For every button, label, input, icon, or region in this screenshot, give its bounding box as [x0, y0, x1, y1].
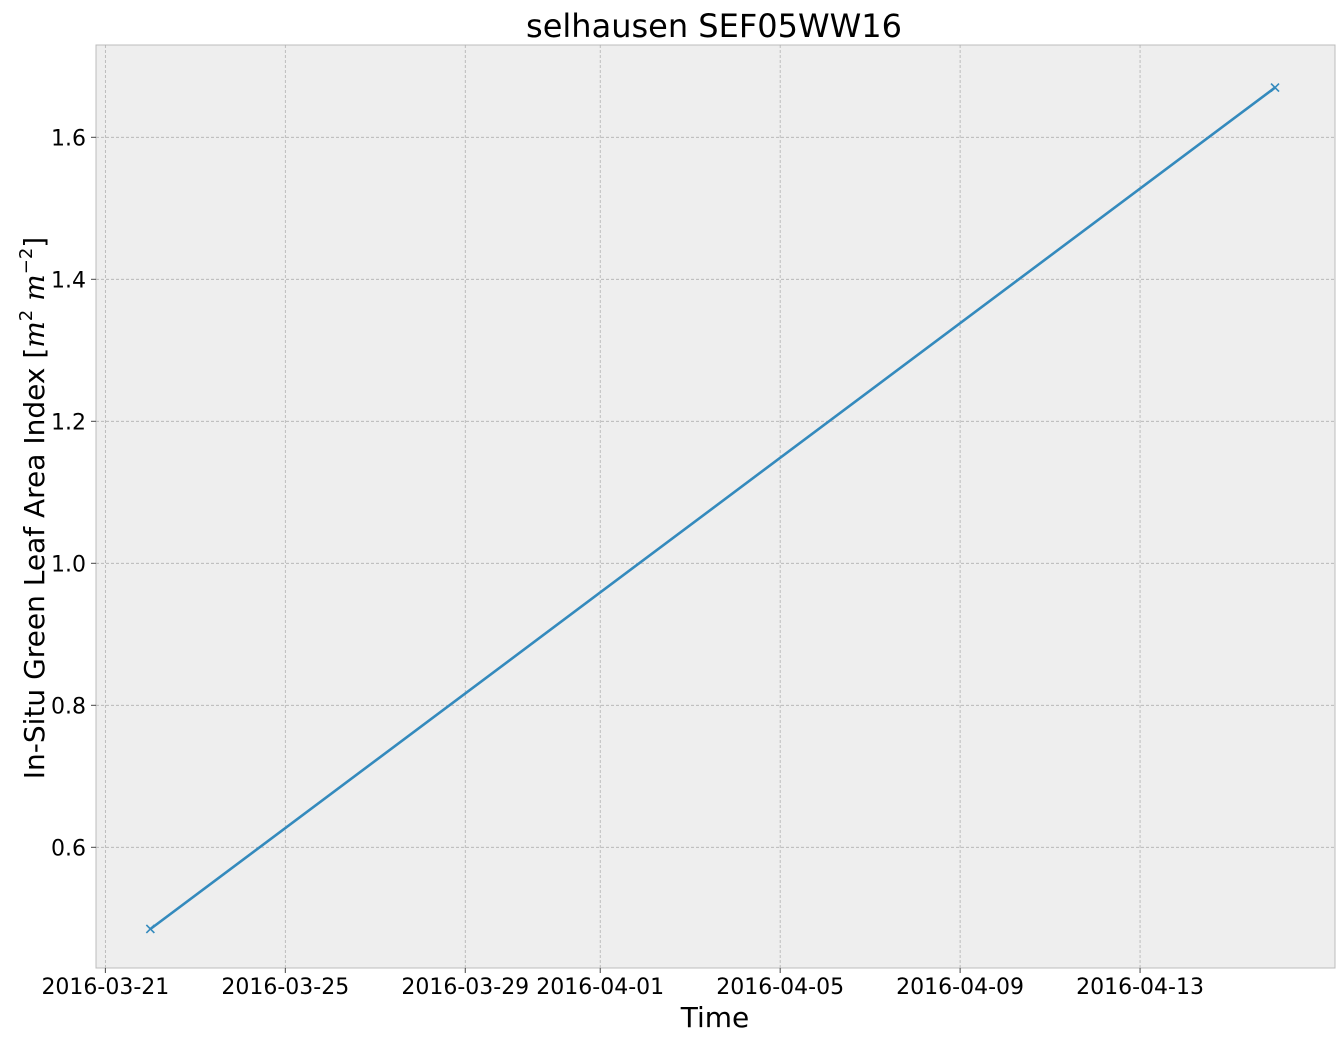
x-tick-label: 2016-04-01 [536, 975, 664, 1000]
x-axis-label: Time [680, 1001, 750, 1034]
x-tick-label: 2016-03-25 [221, 975, 349, 1000]
y-axis-unit-base-1: m [18, 321, 51, 348]
y-tick-label: 0.8 [51, 694, 86, 719]
x-tick-label: 2016-04-13 [1076, 975, 1204, 1000]
y-axis-label-text: In-Situ Green Leaf Area Index [ [18, 348, 51, 779]
y-tick-label: 0.6 [51, 836, 86, 861]
data-point-marker [145, 924, 155, 934]
y-axis-unit-base-2: m [18, 274, 51, 301]
chart-title: selhausen SEF05WW16 [526, 7, 902, 45]
x-axis-ticks: 2016-03-21 2016-03-25 2016-03-29 2016-04-01… [41, 968, 1204, 1000]
x-tick-label: 2016-03-21 [41, 975, 169, 1000]
series-line [149, 86, 1276, 931]
y-tick-label: 1.0 [51, 552, 86, 577]
y-tick-label: 1.2 [51, 410, 86, 435]
y-tick-label: 1.4 [51, 268, 86, 293]
grid [96, 45, 1335, 968]
series-layer [145, 83, 1280, 934]
x-tick-label: 2016-03-29 [401, 975, 529, 1000]
y-axis-label: In-Situ Green Leaf Area Index [m2 m−2] [16, 237, 51, 779]
x-tick-label: 2016-04-05 [716, 975, 844, 1000]
y-axis-unit-exp-1: 2 [16, 310, 37, 321]
y-axis-unit-space [18, 301, 51, 310]
data-point-marker [1270, 83, 1280, 93]
y-tick-label: 1.6 [51, 126, 86, 151]
x-tick-label: 2016-04-09 [896, 975, 1024, 1000]
y-axis-unit-exp-2: −2 [16, 248, 37, 275]
y-axis-ticks: 0.6 0.8 1.0 1.2 1.4 1.6 [51, 126, 96, 861]
y-axis-label-close: ] [18, 237, 51, 248]
